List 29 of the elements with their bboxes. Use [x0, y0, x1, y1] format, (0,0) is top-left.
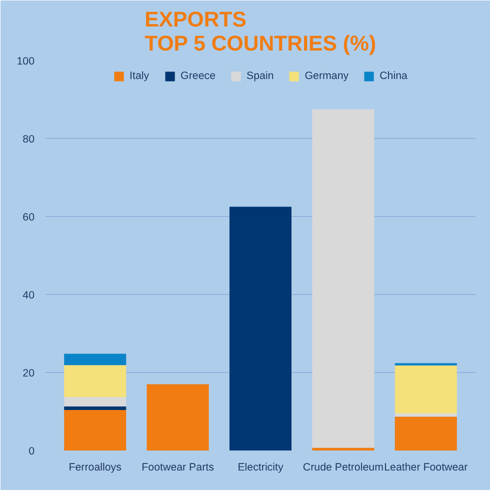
- legend-label: Germany: [304, 70, 349, 82]
- x-tick-label: Footwear Parts: [142, 462, 214, 474]
- chart-title: EXPORTS TOP 5 COUNTRIES (%): [144, 8, 376, 56]
- bar: [64, 365, 126, 398]
- y-tick-label: 20: [22, 368, 35, 380]
- bar: [64, 354, 126, 366]
- x-tick-label: Ferroalloys: [68, 462, 122, 474]
- x-tick-label: Leather Footwear: [384, 462, 468, 474]
- bar: [394, 413, 457, 417]
- legend-label: Greece: [180, 70, 216, 82]
- legend-label: Spain: [246, 70, 274, 82]
- y-tick-label: 100: [16, 56, 35, 68]
- x-tick-label: Electricity: [238, 462, 284, 474]
- bar: [394, 365, 457, 414]
- bar: [229, 206, 292, 450]
- bar: [146, 384, 209, 450]
- y-tick-label: 0: [28, 446, 35, 458]
- bar: [394, 416, 457, 450]
- bar: [64, 406, 126, 410]
- y-tick-label: 40: [22, 290, 35, 302]
- y-tick-label: 60: [22, 212, 35, 224]
- bar: [312, 109, 374, 448]
- x-tick-label: Crude Petroleum: [302, 462, 384, 474]
- bar: [64, 410, 126, 450]
- legend-label: Italy: [130, 70, 150, 82]
- legend-label: China: [380, 70, 408, 82]
- bar: [64, 397, 126, 406]
- bar: [312, 448, 374, 450]
- y-tick-label: 80: [22, 134, 35, 146]
